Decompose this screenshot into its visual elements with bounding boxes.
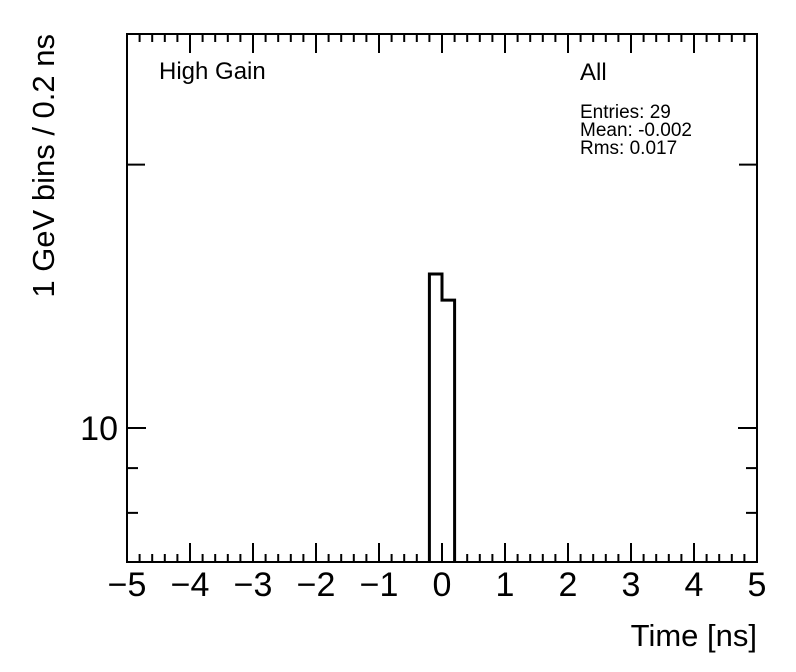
stats-box: All Entries: 29 Mean: -0.002 Rms: 0.017	[580, 59, 692, 158]
x-tick-labels: −5 −4 −3 −2 −1 0 1 2 3 4 5	[108, 566, 767, 604]
x-tick-label: 2	[559, 566, 578, 604]
x-tick-label: 1	[496, 566, 515, 604]
x-tick-label: 5	[748, 566, 767, 604]
y-tick-label: 10	[80, 410, 118, 448]
stats-lines: Entries: 29 Mean: -0.002 Rms: 0.017	[580, 102, 692, 159]
y-tick-labels: 10	[80, 410, 118, 448]
axis-ticks	[126, 34, 758, 562]
histogram-line	[427, 272, 457, 562]
x-tick-label: −4	[171, 566, 210, 604]
stats-mean: Mean: -0.002	[580, 120, 692, 141]
stats-rms: Rms: 0.017	[580, 138, 678, 159]
x-tick-label: −3	[234, 566, 273, 604]
x-tick-label: −1	[360, 566, 399, 604]
stats-title: All	[580, 59, 607, 86]
x-tick-label: 3	[622, 566, 641, 604]
x-tick-label: −5	[108, 566, 147, 604]
x-tick-label: −2	[297, 566, 336, 604]
corner-label: High Gain	[159, 58, 266, 85]
y-axis-title: 1 GeV bins / 0.2 ns	[26, 34, 61, 298]
histogram-path	[427, 272, 457, 562]
x-axis-title: Time [ns]	[631, 618, 757, 653]
x-tick-label: 4	[685, 566, 704, 604]
stats-entries: Entries: 29	[580, 102, 671, 123]
x-tick-label: 0	[433, 566, 452, 604]
